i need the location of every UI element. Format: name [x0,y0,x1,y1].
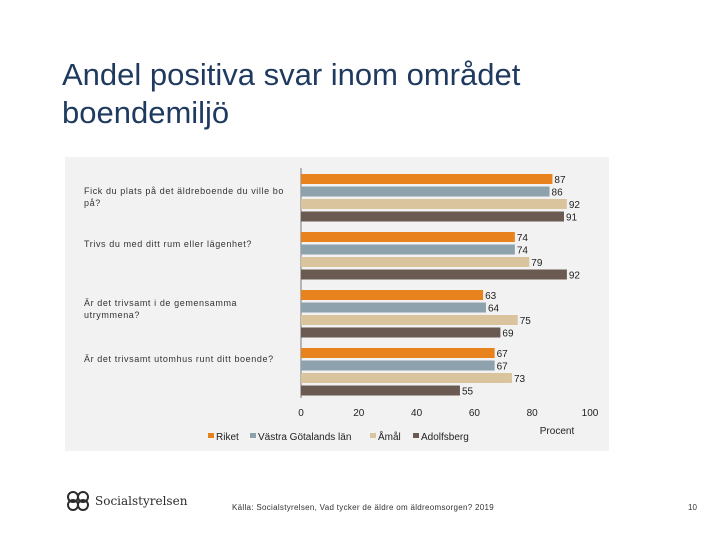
bar-1-0 [301,232,515,242]
data-label-3-2: 73 [514,374,526,385]
page-number: 10 [688,503,697,512]
data-label-0-3: 91 [566,213,578,224]
data-label-1-0: 74 [517,233,529,244]
data-label-3-3: 55 [462,387,474,398]
data-label-2-0: 63 [485,291,497,302]
data-label-0-2: 92 [569,200,581,211]
x-tick-label-0: 0 [298,408,304,419]
data-label-2-2: 75 [520,316,532,327]
logo-icon [67,491,89,511]
legend-swatch-0 [208,433,214,438]
x-tick-label-4: 80 [527,408,539,419]
category-label-0: Fick du plats på det äldreboende du vill… [84,186,285,208]
logo-text: Socialstyrelsen [95,494,188,508]
bar-0-1 [301,186,550,197]
bar-0-0 [301,174,553,184]
data-label-0-0: 87 [554,175,566,186]
legend-label-1: Västra Götalands län [258,432,351,443]
data-label-0-1: 86 [552,188,564,199]
bar-3-1 [301,360,495,371]
category-label-1: Trivs du med ditt rum eller lägenhet? [84,239,252,249]
data-label-1-1: 74 [517,246,529,257]
legend-label-0: Riket [216,432,239,443]
data-label-3-1: 67 [497,362,509,373]
legend-swatch-2 [370,433,376,438]
legend-label-3: Adolfsberg [421,432,469,443]
legend-swatch-1 [250,433,256,438]
x-axis-title: Procent [540,426,575,437]
bar-2-1 [301,302,486,313]
socialstyrelsen-logo: Socialstyrelsen [65,490,187,512]
legend-label-2: Åmål [378,430,401,443]
source-note: Källa: Socialstyrelsen, Vad tycker de äl… [232,503,495,512]
data-label-1-3: 92 [569,271,581,282]
data-label-3-0: 67 [497,349,509,360]
data-label-2-1: 64 [488,304,500,315]
bar-0-3 [301,211,564,222]
data-label-1-2: 79 [531,258,543,269]
bar-3-2 [301,373,512,383]
slide-title: Andel positiva svar inom området boendem… [62,57,521,130]
data-label-2-3: 69 [502,329,514,340]
bar-1-1 [301,244,515,255]
bar-1-3 [301,269,567,280]
bar-0-2 [301,199,567,209]
bar-3-0 [301,348,495,358]
x-tick-label-3: 60 [469,408,481,419]
category-label-3: Är det trivsamt utomhus runt ditt boende… [84,354,274,364]
bar-2-3 [301,327,501,338]
bar-2-2 [301,315,518,325]
x-tick-label-5: 100 [582,408,599,419]
bar-2-0 [301,290,484,300]
x-tick-label-2: 40 [411,408,423,419]
bar-3-3 [301,385,460,396]
legend-swatch-3 [413,433,419,438]
category-label-2: Är det trivsamt i de gemensamma utrymmen… [84,298,238,320]
x-tick-label-1: 20 [353,408,365,419]
bar-1-2 [301,257,530,267]
